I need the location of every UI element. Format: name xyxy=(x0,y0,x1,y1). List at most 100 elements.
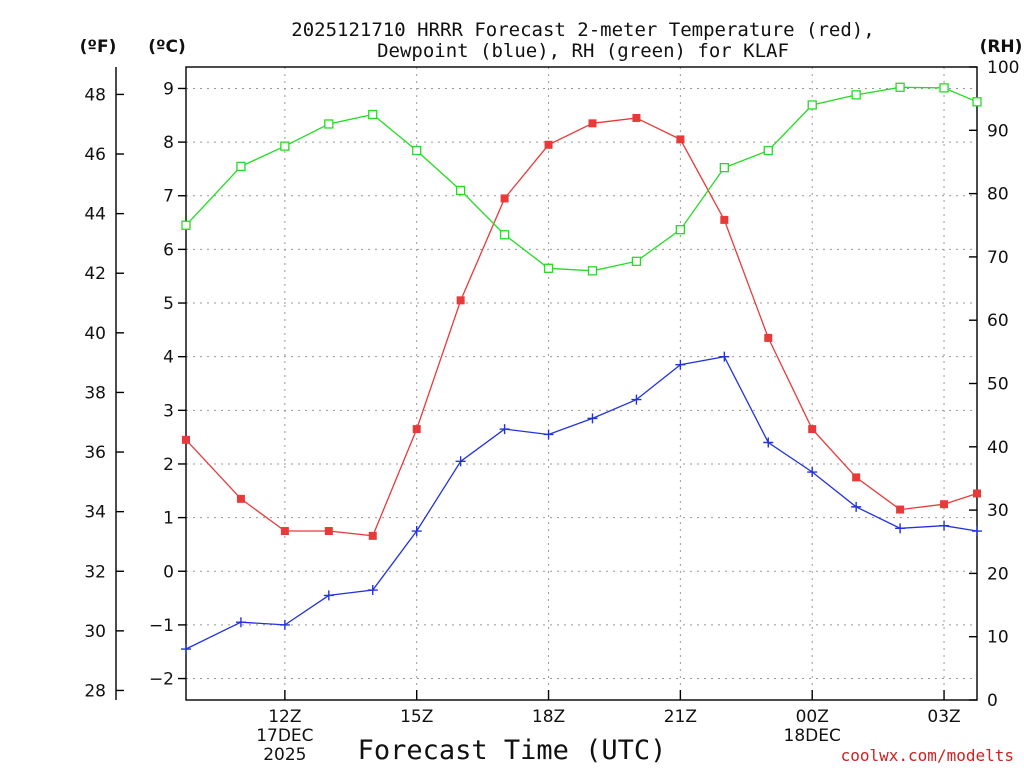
dewpoint-point xyxy=(631,394,642,405)
rh-point xyxy=(972,97,982,107)
rh-point xyxy=(181,220,191,230)
chart-plot-layer: −2−1012345678928303234363840424446480102… xyxy=(84,58,1019,765)
temperature-point xyxy=(764,333,773,342)
rh-tick-label: 70 xyxy=(987,248,1009,268)
temperature-point xyxy=(456,296,465,305)
dewpoint-point xyxy=(719,351,730,362)
celsius-tick-label: 7 xyxy=(163,187,174,207)
dewpoint-line xyxy=(185,355,978,650)
temperature-point xyxy=(324,527,333,536)
rh-tick-label: 10 xyxy=(987,628,1009,648)
temperature-point xyxy=(236,494,245,503)
x-tick-label: 00Z xyxy=(796,707,829,727)
fahrenheit-tick-label: 44 xyxy=(84,205,106,225)
rh-tick-label: 80 xyxy=(987,185,1009,205)
credit-label: coolwx.com/modelts xyxy=(841,746,1014,765)
celsius-unit-label: (ºC) xyxy=(148,37,186,57)
celsius-tick-label: 5 xyxy=(163,294,174,314)
dewpoint-point xyxy=(895,523,906,534)
fahrenheit-tick-label: 36 xyxy=(84,443,106,463)
celsius-tick-label: 1 xyxy=(163,509,174,529)
rh-point xyxy=(895,82,905,92)
celsius-tick-label: 2 xyxy=(163,455,174,475)
rh-point xyxy=(675,225,686,235)
celsius-tick-label: −1 xyxy=(149,616,174,636)
x-tick-label: 21Z xyxy=(664,707,697,727)
dewpoint-point xyxy=(411,526,422,537)
fahrenheit-tick-label: 48 xyxy=(84,85,106,105)
celsius-tick-label: 3 xyxy=(163,401,174,421)
temperature-point xyxy=(896,505,905,514)
dewpoint-point xyxy=(972,526,982,537)
temperature-point xyxy=(182,435,190,444)
x-tick-label: 12Z xyxy=(268,707,301,727)
dewpoint-point xyxy=(807,467,818,478)
rh-point xyxy=(851,90,861,100)
temperature-point xyxy=(368,531,377,540)
chart-title-line-1: 2025121710 HRRR Forecast 2-meter Tempera… xyxy=(291,19,874,41)
dewpoint-point xyxy=(279,619,290,630)
rh-unit-label: (RH) xyxy=(980,37,1023,57)
rh-line xyxy=(185,86,978,272)
celsius-tick-label: 9 xyxy=(163,79,174,99)
rh-point xyxy=(456,185,466,196)
dewpoint-point xyxy=(939,520,950,531)
rh-tick-label: 0 xyxy=(987,691,998,711)
fahrenheit-tick-label: 38 xyxy=(84,383,106,403)
fahrenheit-unit-label: (ºF) xyxy=(80,37,117,57)
x-tick-label: 17DEC xyxy=(256,726,313,746)
x-tick-label: 15Z xyxy=(400,707,433,727)
temperature-point xyxy=(940,500,949,509)
rh-tick-label: 60 xyxy=(987,311,1009,331)
temperature-point xyxy=(632,113,641,122)
rh-point xyxy=(719,162,729,173)
plot-frame xyxy=(185,66,978,701)
x-tick-label: 18DEC xyxy=(784,726,841,746)
rh-point xyxy=(763,145,773,156)
temperature-point xyxy=(280,527,289,536)
temperature-point xyxy=(500,194,509,203)
temperature-point xyxy=(676,135,685,144)
rh-point xyxy=(939,83,949,93)
dewpoint-point xyxy=(235,617,246,628)
temperature-point xyxy=(852,473,861,482)
x-axis-label: Forecast Time (UTC) xyxy=(358,735,667,766)
dewpoint-point xyxy=(543,429,554,440)
fahrenheit-tick-label: 40 xyxy=(84,324,106,344)
fahrenheit-tick-label: 30 xyxy=(84,622,106,642)
rh-tick-label: 100 xyxy=(987,58,1019,78)
temperature-line xyxy=(185,117,978,537)
chart-title-line-2: Dewpoint (blue), RH (green) for KLAF xyxy=(377,40,789,62)
dewpoint-point xyxy=(181,644,191,655)
celsius-tick-label: 0 xyxy=(163,562,174,582)
rh-tick-label: 90 xyxy=(987,121,1009,141)
dewpoint-point xyxy=(763,437,774,448)
temperature-point xyxy=(808,425,817,434)
rh-point xyxy=(236,161,246,172)
fahrenheit-tick-label: 28 xyxy=(84,681,106,701)
x-tick-label: 18Z xyxy=(532,707,565,727)
temperature-point xyxy=(973,489,981,498)
fahrenheit-tick-label: 46 xyxy=(84,145,106,165)
celsius-tick-label: 4 xyxy=(163,348,174,368)
temperature-point xyxy=(544,140,553,149)
dewpoint-point xyxy=(323,590,334,601)
rh-point xyxy=(368,109,378,120)
rh-tick-label: 30 xyxy=(987,501,1009,521)
celsius-tick-label: −2 xyxy=(149,670,174,690)
celsius-tick-label: 8 xyxy=(163,133,174,153)
x-tick-label: 03Z xyxy=(927,707,960,727)
dewpoint-point xyxy=(587,413,598,424)
temperature-point xyxy=(588,119,597,128)
x-tick-label: 2025 xyxy=(263,745,306,765)
dewpoint-point xyxy=(367,585,378,596)
rh-point xyxy=(412,145,422,156)
rh-point xyxy=(807,100,817,110)
rh-point xyxy=(280,141,290,151)
rh-point xyxy=(543,263,554,273)
dewpoint-point xyxy=(455,456,466,467)
rh-tick-label: 40 xyxy=(987,438,1009,458)
celsius-tick-label: 6 xyxy=(163,240,174,260)
